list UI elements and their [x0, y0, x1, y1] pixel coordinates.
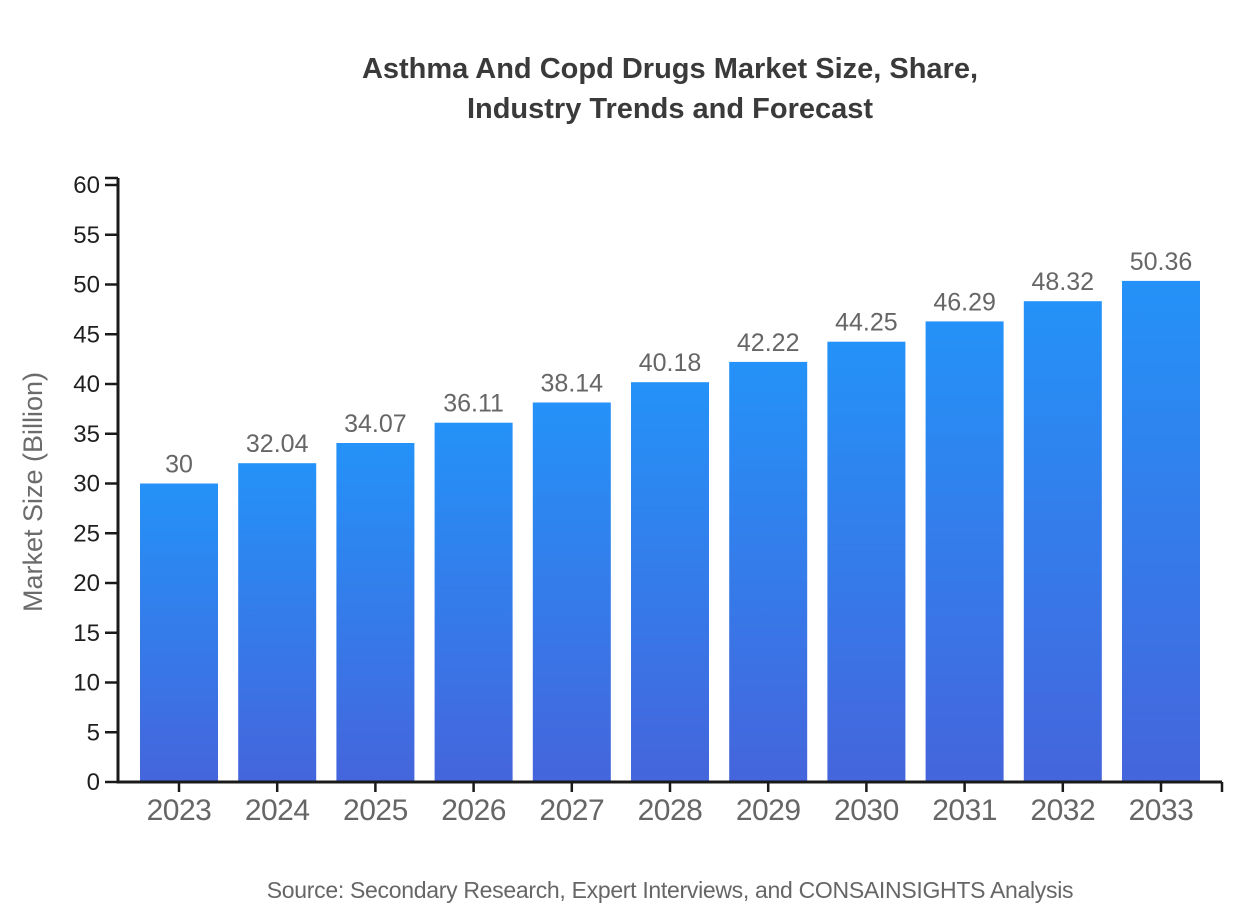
x-axis-label: 2023	[147, 794, 212, 827]
bar-value-label: 40.18	[639, 349, 702, 377]
bar	[827, 341, 906, 782]
x-axis-label: 2033	[1129, 794, 1194, 827]
bar-value-label: 38.14	[541, 370, 604, 398]
y-axis-tick-label: 60	[73, 172, 100, 199]
y-axis-tick-label: 15	[73, 620, 100, 647]
bar-value-label: 42.22	[737, 329, 800, 357]
bar	[1023, 301, 1102, 782]
x-axis-label: 2031	[932, 794, 997, 827]
y-axis-title: Market Size (Billion)	[18, 372, 48, 612]
x-axis-label: 2028	[638, 794, 703, 827]
chart-title: Asthma And Copd Drugs Market Size, Share…	[80, 49, 1260, 129]
x-axis-label: 2032	[1030, 794, 1095, 827]
y-axis-tick-label: 55	[73, 222, 100, 249]
bar	[925, 321, 1004, 782]
x-axis-label: 2025	[343, 794, 408, 827]
bar-value-label: 48.32	[1032, 268, 1095, 296]
y-axis-tick-label: 25	[73, 520, 100, 547]
y-axis-tick-label: 30	[73, 471, 100, 498]
x-axis-label: 2030	[834, 794, 899, 827]
bar	[729, 361, 808, 782]
bar	[140, 483, 218, 782]
chart-title-line1: Asthma And Copd Drugs Market Size, Share…	[361, 53, 979, 85]
y-axis-tick-label: 10	[73, 670, 100, 697]
x-axis-label: 2029	[736, 794, 801, 827]
y-axis-tick-label: 5	[87, 719, 100, 746]
bar-value-label: 36.11	[443, 390, 504, 418]
x-axis-label: 2024	[245, 794, 310, 827]
bar-value-label: 50.36	[1130, 248, 1193, 276]
y-axis-tick-label: 50	[73, 272, 100, 299]
bar	[434, 422, 513, 782]
source-note: Source: Secondary Research, Expert Inter…	[266, 877, 1074, 903]
x-axis-label: 2026	[441, 794, 506, 827]
bar-value-label: 46.29	[933, 288, 996, 316]
bar-value-label: 34.07	[344, 410, 407, 438]
chart-title-line2: Industry Trends and Forecast	[466, 93, 874, 125]
bar-value-label: 32.04	[246, 430, 309, 458]
y-axis-tick-label: 0	[87, 769, 100, 796]
y-axis-tick-label: 35	[73, 421, 100, 448]
bar-value-label: 30	[165, 451, 193, 479]
bar-value-label: 44.25	[835, 309, 898, 337]
y-axis-tick-label: 40	[73, 371, 100, 398]
x-axis-label: 2027	[539, 794, 604, 827]
bar	[336, 443, 415, 782]
y-axis-tick-label: 45	[73, 321, 100, 348]
bar	[532, 402, 611, 782]
bar	[1122, 280, 1200, 782]
bar	[238, 463, 317, 782]
y-axis-tick-label: 20	[73, 570, 100, 597]
bar	[631, 382, 709, 782]
